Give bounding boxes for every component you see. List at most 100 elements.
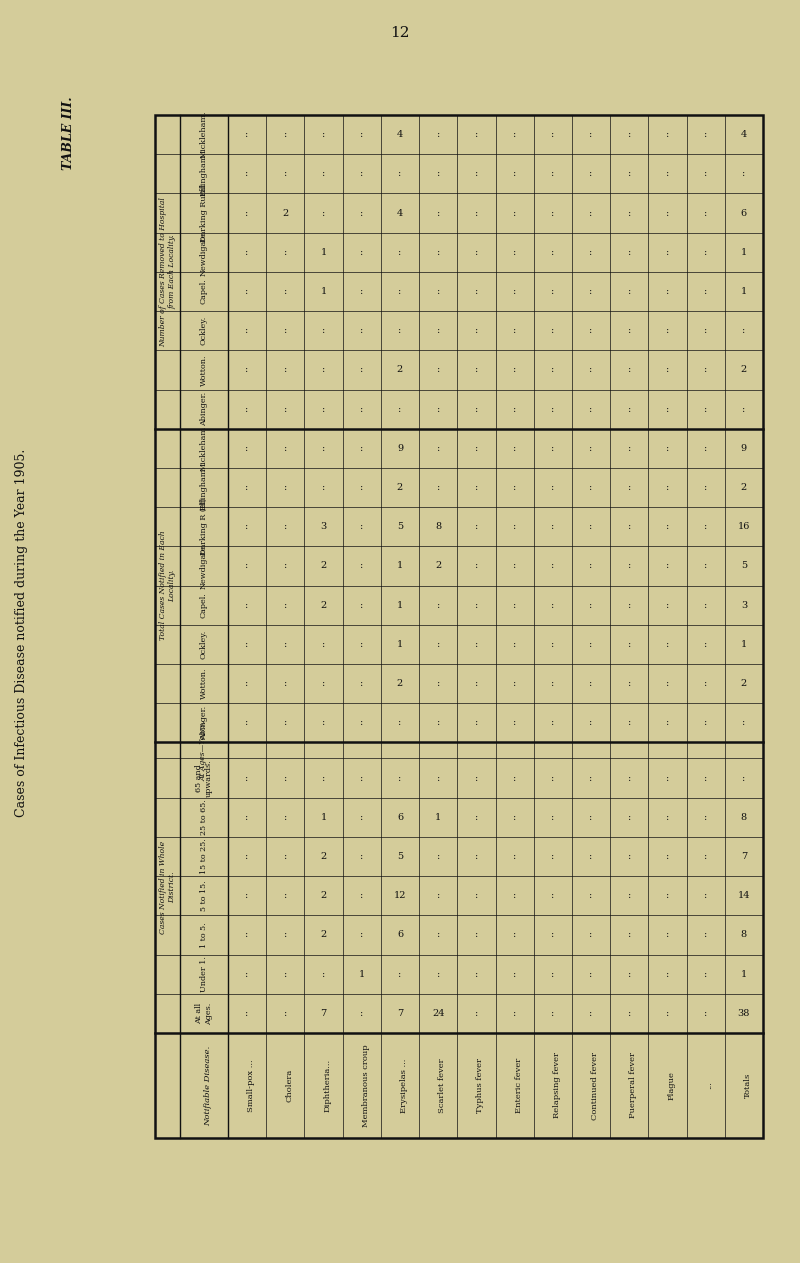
Text: :: :	[360, 601, 363, 610]
Text: Abinger.: Abinger.	[200, 706, 208, 740]
Text: :: :	[474, 208, 478, 217]
Text: :: :	[742, 326, 746, 335]
Text: :: :	[513, 679, 516, 688]
Text: :: :	[474, 365, 478, 374]
Text: Mickleham.: Mickleham.	[200, 111, 208, 158]
Text: 2: 2	[321, 892, 326, 901]
Text: Ockley.: Ockley.	[200, 630, 208, 659]
Text: :: :	[513, 601, 516, 610]
Text: 1: 1	[397, 640, 403, 649]
Text: :: :	[704, 853, 707, 861]
Text: :: :	[628, 853, 631, 861]
Text: :: :	[246, 404, 249, 413]
Text: 4: 4	[397, 130, 403, 139]
Text: :: :	[474, 130, 478, 139]
Text: :: :	[513, 523, 516, 532]
Text: :: :	[551, 931, 554, 940]
Text: 4: 4	[741, 130, 747, 139]
Text: 2: 2	[397, 679, 403, 688]
Text: :: :	[513, 169, 516, 178]
Text: :: :	[437, 773, 440, 783]
Text: 6: 6	[397, 931, 403, 940]
Text: :: :	[284, 640, 287, 649]
Text: :: :	[284, 601, 287, 610]
Text: :: :	[398, 248, 402, 256]
Text: :: :	[628, 287, 631, 296]
Text: 5: 5	[397, 853, 403, 861]
Text: Capel.: Capel.	[200, 279, 208, 304]
Text: :: :	[628, 640, 631, 649]
Text: 25 to 65.: 25 to 65.	[200, 799, 208, 835]
Text: :: :	[513, 562, 516, 571]
Text: :: :	[551, 326, 554, 335]
Text: :: :	[246, 169, 249, 178]
Bar	[155, 115, 763, 1138]
Text: 2: 2	[321, 601, 326, 610]
Text: 3: 3	[741, 601, 747, 610]
Text: :: :	[590, 892, 593, 901]
Text: :: :	[551, 443, 554, 453]
Text: 7: 7	[321, 1009, 326, 1018]
Text: 5 to 15.: 5 to 15.	[200, 880, 208, 911]
Text: :: :	[666, 853, 669, 861]
Text: :: :	[322, 443, 325, 453]
Text: :: :	[551, 287, 554, 296]
Text: 7: 7	[397, 1009, 403, 1018]
Text: Wotton.: Wotton.	[200, 668, 208, 700]
Text: :: :	[590, 640, 593, 649]
Text: :: :	[437, 853, 440, 861]
Text: 65 and
upwards.: 65 and upwards.	[195, 759, 213, 797]
Text: 1: 1	[435, 813, 442, 822]
Text: Scarlet fever: Scarlet fever	[438, 1058, 446, 1113]
Text: :: :	[704, 773, 707, 783]
Text: :: :	[437, 601, 440, 610]
Text: :: :	[246, 208, 249, 217]
Text: 2: 2	[321, 562, 326, 571]
Text: :: :	[398, 970, 402, 979]
Text: :: :	[246, 773, 249, 783]
Text: 2: 2	[435, 562, 442, 571]
Text: Effingham.: Effingham.	[200, 152, 208, 196]
Text: :: :	[590, 169, 593, 178]
Text: :: :	[284, 365, 287, 374]
Text: :: :	[551, 523, 554, 532]
Text: :: :	[284, 169, 287, 178]
Text: :: :	[666, 1009, 669, 1018]
Text: :: :	[437, 130, 440, 139]
Text: :: :	[628, 773, 631, 783]
Text: :: :	[590, 208, 593, 217]
Text: 2: 2	[741, 679, 747, 688]
Text: :: :	[246, 130, 249, 139]
Text: :: :	[437, 208, 440, 217]
Text: 1: 1	[358, 970, 365, 979]
Text: :: :	[590, 719, 593, 727]
Text: :: :	[322, 365, 325, 374]
Text: 5: 5	[741, 562, 747, 571]
Text: 8: 8	[435, 523, 442, 532]
Text: :: :	[513, 404, 516, 413]
Text: :: :	[590, 679, 593, 688]
Text: Effingham.: Effingham.	[200, 465, 208, 510]
Text: :: :	[628, 326, 631, 335]
Text: :: :	[704, 970, 707, 979]
Text: :: :	[551, 813, 554, 822]
Text: :: :	[474, 523, 478, 532]
Text: 9: 9	[741, 443, 747, 453]
Text: :: :	[628, 1009, 631, 1018]
Text: Continued fever: Continued fever	[591, 1052, 599, 1119]
Text: :: :	[284, 892, 287, 901]
Text: Relapsing fever: Relapsing fever	[553, 1052, 561, 1119]
Text: :: :	[246, 601, 249, 610]
Text: :: :	[513, 287, 516, 296]
Text: At all
Ages.: At all Ages.	[195, 1003, 213, 1024]
Text: :: :	[628, 248, 631, 256]
Text: Mickleham: Mickleham	[200, 426, 208, 471]
Text: :: :	[360, 443, 363, 453]
Text: :: :	[551, 365, 554, 374]
Text: :: :	[628, 892, 631, 901]
Text: :: :	[360, 562, 363, 571]
Text: :: :	[513, 130, 516, 139]
Text: 2: 2	[741, 482, 747, 493]
Text: Dorking Rural: Dorking Rural	[200, 184, 208, 242]
Text: :: :	[704, 326, 707, 335]
